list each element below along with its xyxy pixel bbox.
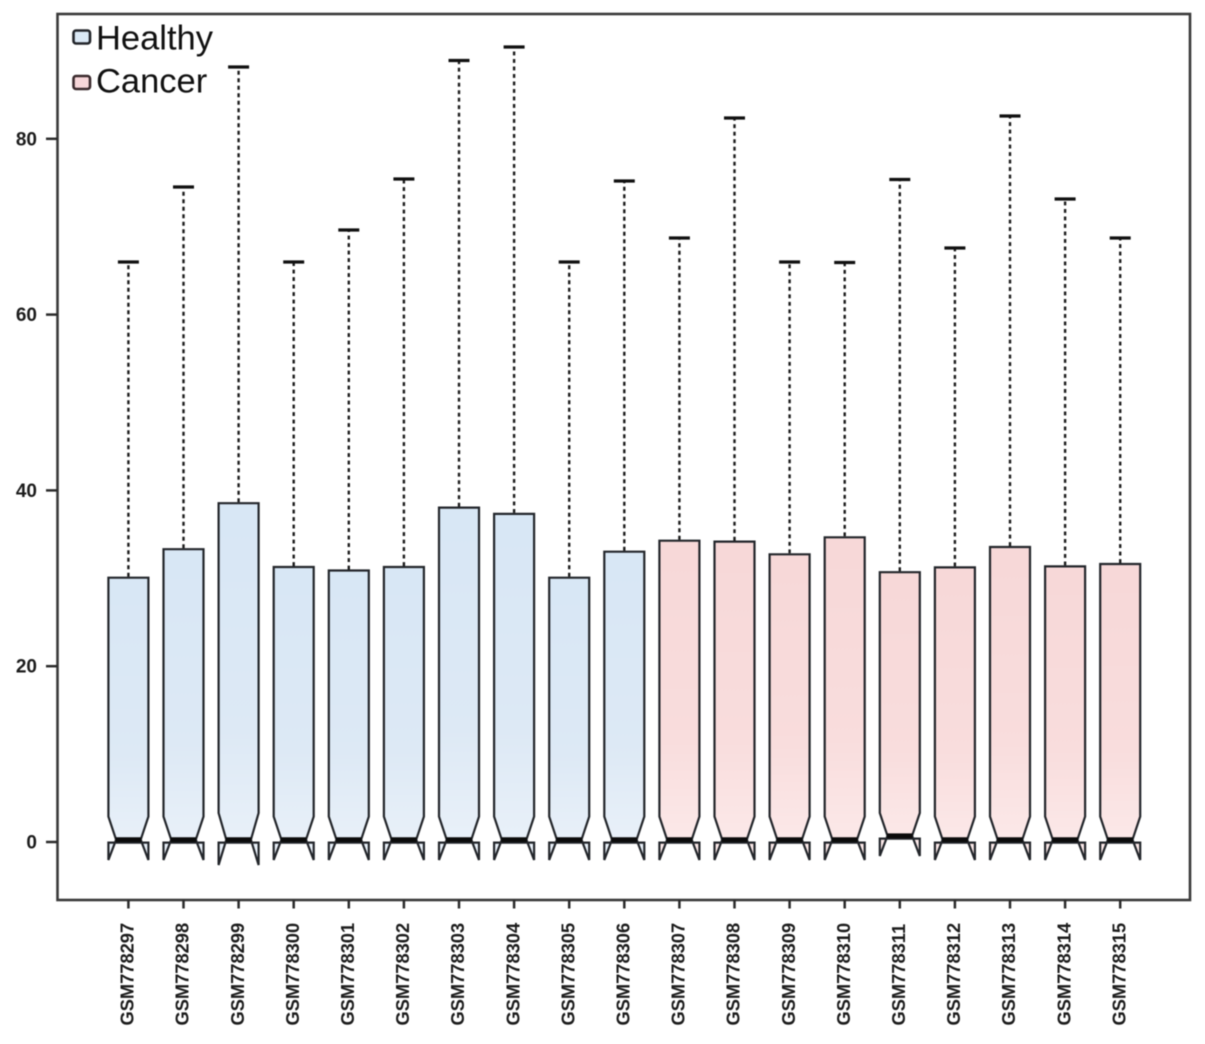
svg-text:GSM778307: GSM778307 (668, 923, 689, 1026)
svg-text:60: 60 (16, 305, 37, 326)
svg-text:GSM778302: GSM778302 (392, 923, 413, 1026)
svg-text:GSM778299: GSM778299 (227, 923, 248, 1026)
svg-text:GSM778309: GSM778309 (778, 923, 799, 1026)
svg-text:GSM778303: GSM778303 (447, 923, 468, 1026)
svg-text:GSM778308: GSM778308 (723, 923, 744, 1026)
svg-text:0: 0 (26, 833, 37, 854)
svg-text:GSM778298: GSM778298 (172, 923, 193, 1026)
svg-text:GSM778305: GSM778305 (557, 923, 578, 1026)
svg-text:GSM778311: GSM778311 (888, 924, 909, 1026)
svg-text:80: 80 (16, 129, 37, 150)
svg-text:Healthy: Healthy (96, 20, 214, 58)
svg-text:GSM778297: GSM778297 (117, 923, 138, 1026)
svg-text:GSM778314: GSM778314 (1053, 922, 1074, 1025)
svg-text:GSM778304: GSM778304 (502, 922, 523, 1025)
svg-text:GSM778315: GSM778315 (1108, 923, 1129, 1026)
svg-text:20: 20 (16, 657, 37, 678)
svg-text:GSM778306: GSM778306 (613, 923, 634, 1026)
svg-text:GSM778310: GSM778310 (833, 923, 854, 1026)
svg-text:Cancer: Cancer (96, 63, 207, 101)
svg-text:GSM778313: GSM778313 (998, 923, 1019, 1026)
svg-text:GSM778312: GSM778312 (943, 923, 964, 1026)
svg-text:GSM778300: GSM778300 (282, 923, 303, 1026)
svg-text:40: 40 (16, 481, 37, 502)
svg-text:GSM778301: GSM778301 (337, 923, 358, 1026)
